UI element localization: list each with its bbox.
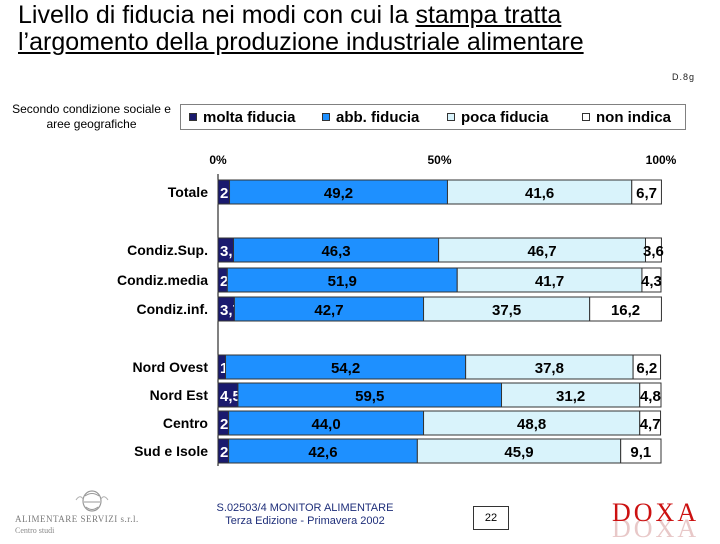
legend-swatch-non: [582, 113, 590, 121]
legend-swatch-molta: [189, 113, 197, 121]
category-label: Centro: [163, 415, 208, 431]
footer: ALIMENTARE SERVIZI s.r.l. Centro studi S…: [0, 490, 720, 543]
bar-segment: [423, 296, 591, 322]
data-label: 45,9: [504, 444, 533, 461]
bar-segment: [228, 438, 418, 464]
category-label: Condiz.inf.: [136, 301, 208, 317]
bar-segment: [233, 237, 440, 263]
data-label: 51,9: [328, 273, 357, 290]
bar-segment: [416, 438, 622, 464]
data-label: 4,3: [641, 273, 662, 290]
bar-segment: [237, 382, 503, 408]
data-label: 37,5: [492, 302, 521, 319]
data-label: 6,7: [636, 185, 657, 202]
data-label: 48,8: [517, 416, 546, 433]
data-label: 4,8: [640, 388, 661, 405]
data-label: 42,7: [314, 302, 343, 319]
data-label: 37,8: [535, 360, 564, 377]
bar-segment: [501, 382, 641, 408]
logo-text-line1: ALIMENTARE SERVIZI s.r.l.: [15, 514, 139, 524]
legend: molta fiducia abb. fiducia poca fiducia …: [180, 104, 686, 130]
bar-segment: [631, 179, 662, 205]
bar-segment: [233, 296, 425, 322]
data-label: 31,2: [556, 388, 585, 405]
bar-segment: [225, 354, 467, 380]
data-label: 9,1: [630, 444, 651, 461]
category-label: Condiz.Sup.: [127, 242, 208, 258]
data-label: 42,6: [308, 444, 337, 461]
stacked-bar-chart: 0%50%100%Totale2,649,241,66,7Condiz.Sup.…: [117, 153, 677, 466]
doxa-logo-reflection: DOXA: [612, 514, 700, 543]
legend-label-molta: molta fiducia: [203, 109, 296, 126]
bar-segment: [620, 438, 662, 464]
category-label: Sud e Isole: [134, 443, 208, 459]
data-label: 54,2: [331, 360, 360, 377]
data-label: 4,5: [220, 388, 241, 405]
legend-label-poca: poca fiducia: [461, 109, 549, 126]
category-label: Totale: [168, 184, 208, 200]
tick-label: 0%: [209, 153, 227, 167]
logo-text-line2: Centro studi: [15, 526, 55, 535]
bar-segment: [228, 410, 425, 436]
category-label: Nord Est: [150, 387, 209, 403]
bar-segment: [641, 267, 662, 293]
category-label: Condiz.media: [117, 272, 208, 288]
bar-segment: [446, 179, 633, 205]
bar-segment: [639, 382, 662, 408]
chart-title: Livello di fiducia nei modi con cui la s…: [18, 2, 658, 56]
legend-label-non: non indica: [596, 109, 671, 126]
tick-label: 100%: [646, 153, 677, 167]
data-label: 44,0: [311, 416, 340, 433]
tick-label: 50%: [427, 153, 451, 167]
bar-segment: [226, 267, 458, 293]
alimentare-servizi-logo: ALIMENTARE SERVIZI s.r.l. Centro studi: [10, 490, 205, 540]
title-part1: Livello di fiducia nei modi con cui la: [18, 1, 416, 29]
data-label: 4,7: [640, 416, 661, 433]
data-label: 49,2: [324, 185, 353, 202]
doxa-logo: DOXA: [612, 498, 700, 527]
data-label: 6,2: [636, 360, 657, 377]
survey-credit: S.02503/4 MONITOR ALIMENTARE Terza Edizi…: [195, 502, 415, 528]
bar-segment: [589, 296, 662, 322]
legend-label-abb: abb. fiducia: [336, 109, 420, 126]
chart-subtitle: Secondo condizione sociale e aree geogra…: [12, 102, 171, 131]
data-label: 41,6: [525, 185, 554, 202]
data-label: 3,6: [643, 243, 664, 260]
title-underlined: stampa tratta l’argomento della produzio…: [18, 1, 584, 56]
data-label: 16,2: [611, 302, 640, 319]
slide-code: D.8g: [672, 72, 696, 82]
data-label: 59,5: [355, 388, 384, 405]
data-label: 41,7: [535, 273, 564, 290]
bar-segment: [229, 179, 448, 205]
bar-segment: [465, 354, 634, 380]
category-label: Nord Ovest: [133, 359, 209, 375]
page-number: 22: [473, 506, 509, 530]
data-label: 46,3: [321, 243, 350, 260]
bar-segment: [639, 410, 662, 436]
credit-line1: S.02503/4 MONITOR ALIMENTARE: [216, 502, 394, 514]
legend-swatch-abb: [322, 113, 330, 121]
bar-segment: [456, 267, 643, 293]
data-label: 46,7: [527, 243, 556, 260]
crest-icon: [75, 490, 109, 512]
bar-segment: [644, 237, 662, 263]
legend-swatch-poca: [447, 113, 455, 121]
credit-line2: Terza Edizione - Primavera 2002: [225, 515, 385, 527]
bar-segment: [632, 354, 662, 380]
